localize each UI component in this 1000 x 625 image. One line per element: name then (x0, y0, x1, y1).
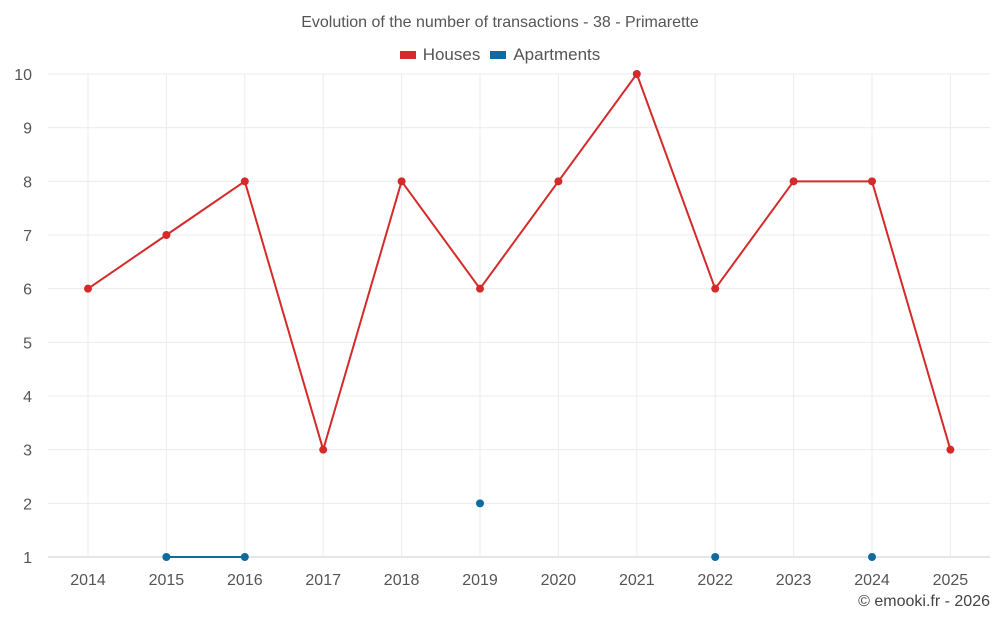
y-tick-label-6: 6 (23, 282, 32, 299)
x-tick-label-2015: 2015 (149, 572, 185, 589)
y-tick-label-10: 10 (14, 67, 32, 84)
series-line-houses-0 (87, 73, 952, 451)
x-tick-label-2017: 2017 (305, 572, 341, 589)
y-tick-label-5: 5 (23, 335, 32, 352)
y-tick-label-8: 8 (23, 174, 32, 191)
x-tick-label-2014: 2014 (70, 572, 106, 589)
point-apartments-2019 (476, 499, 484, 508)
point-apartments-2024 (868, 553, 876, 561)
y-tick-label-9: 9 (23, 121, 32, 138)
credit-text: © emooki.fr - 2026 (858, 593, 990, 610)
x-tick-label-2020: 2020 (541, 572, 577, 589)
point-houses-2021 (632, 70, 641, 78)
x-tick-label-2023: 2023 (776, 572, 812, 589)
point-houses-2022 (711, 284, 720, 293)
point-houses-2014 (84, 284, 92, 293)
point-houses-2020 (554, 177, 563, 186)
y-tick-label-1: 1 (23, 550, 32, 567)
legend-item-houses[interactable]: Houses (399, 45, 481, 65)
point-houses-2018 (397, 177, 406, 186)
point-houses-2017 (319, 445, 328, 454)
x-tick-label-2025: 2025 (933, 572, 969, 589)
legend-label-apartments: Apartments (513, 45, 601, 64)
point-apartments-2016 (240, 553, 249, 561)
x-tick-label-2022: 2022 (697, 572, 733, 589)
y-tick-label-7: 7 (23, 228, 32, 245)
x-tick-label-2018: 2018 (384, 572, 420, 589)
y-tick-label-2: 2 (23, 496, 32, 513)
x-tick-label-2024: 2024 (854, 572, 890, 589)
point-houses-2015 (162, 231, 171, 239)
point-houses-2025 (946, 445, 955, 454)
point-apartments-2022 (711, 553, 720, 561)
point-houses-2019 (476, 284, 484, 293)
legend-label-houses: Houses (422, 45, 481, 64)
x-tick-label-2019: 2019 (462, 572, 498, 589)
legend-swatch-houses (399, 51, 416, 59)
point-houses-2024 (868, 177, 876, 186)
point-houses-2023 (789, 177, 798, 186)
y-tick-label-4: 4 (23, 389, 32, 406)
point-apartments-2015 (162, 553, 171, 561)
y-tick-label-3: 3 (23, 443, 32, 460)
legend-item-apartments[interactable]: Apartments (490, 45, 600, 65)
x-tick-label-2021: 2021 (619, 572, 655, 589)
point-houses-2016 (240, 177, 249, 186)
x-tick-label-2016: 2016 (227, 572, 263, 589)
legend-swatch-apartments (490, 51, 507, 59)
legend: Houses Apartments (0, 45, 1000, 65)
chart-title: Evolution of the number of transactions … (301, 14, 699, 31)
